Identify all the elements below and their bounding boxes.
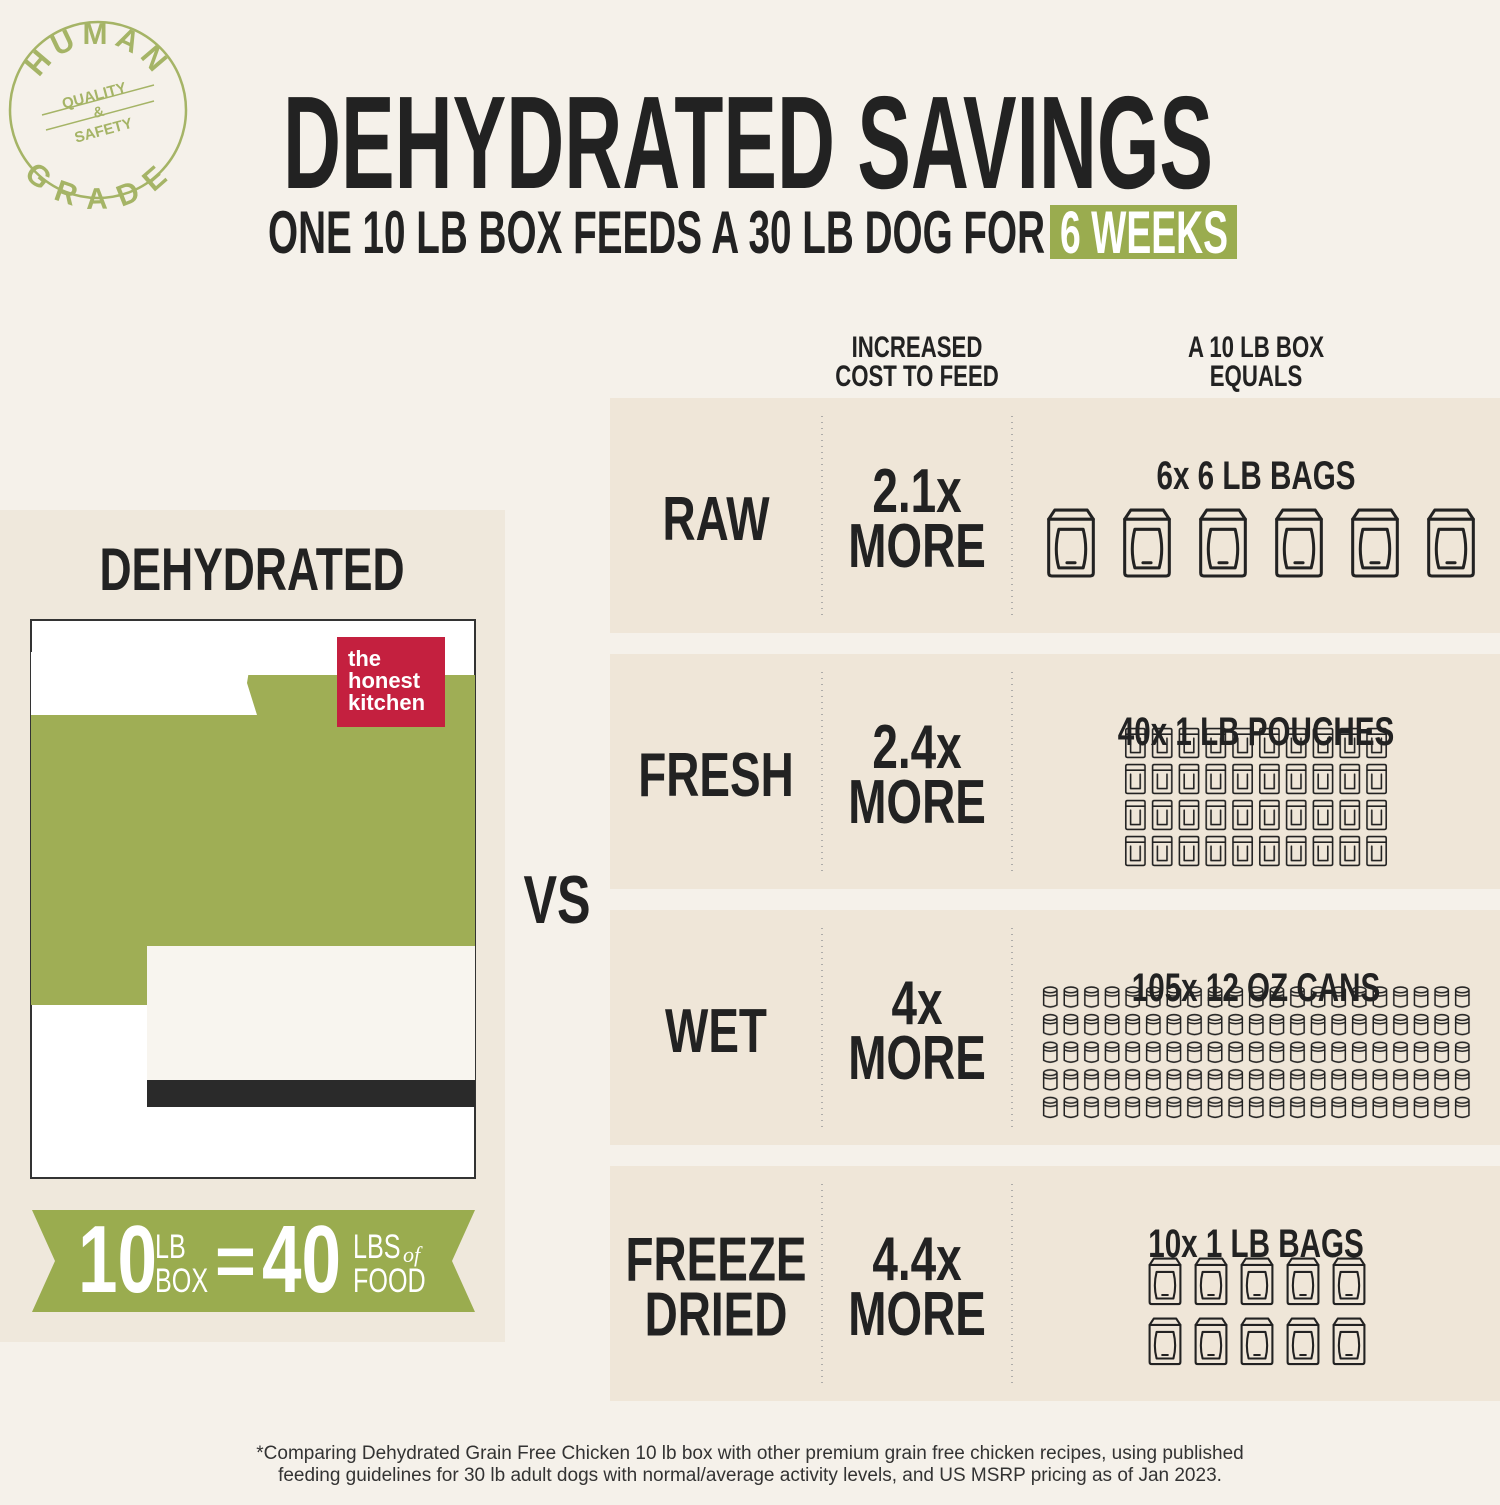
icon-grid	[1142, 1255, 1372, 1375]
badge-line: &	[91, 103, 106, 122]
row-label: FRESH	[638, 741, 794, 810]
icon-grid	[1122, 727, 1390, 871]
badge	[8, 20, 188, 200]
row-label: DRIED	[645, 1281, 788, 1350]
badge-top: HUMAN	[19, 18, 177, 82]
dehydrated-label: DEHYDRATED	[99, 536, 404, 603]
badge-bottom-text: GRADE	[19, 156, 172, 216]
cost: MORE	[848, 768, 986, 837]
badge-top-text: HUMAN	[19, 18, 171, 82]
badge-center: QUALITY & SAFETY	[60, 79, 134, 146]
brand: kitchen	[348, 690, 425, 715]
icon-grid	[1040, 985, 1473, 1123]
cost: 2.1x	[872, 457, 962, 526]
column-header: A 10 LB BOX	[1188, 331, 1324, 364]
cost: MORE	[848, 1024, 986, 1093]
cost: 4x	[892, 969, 943, 1038]
column-header: INCREASED	[852, 331, 983, 364]
ribbon-unit: of	[403, 1242, 423, 1267]
badge-bottom: GRADE	[19, 156, 178, 216]
brand: honest	[348, 668, 421, 693]
ribbon-unit: LB	[155, 1228, 186, 1266]
ribbon-number: 10	[78, 1206, 157, 1313]
ribbon-equals: =	[215, 1222, 256, 1300]
row-label: FREEZE	[626, 1226, 807, 1295]
ribbon-number: 40	[262, 1206, 341, 1313]
cost: MORE	[848, 1280, 986, 1349]
icon-grid	[1033, 507, 1489, 579]
cost: 4.4x	[872, 1225, 962, 1294]
cost: MORE	[848, 512, 986, 581]
equals-label: 6x 6 LB BAGS	[1157, 454, 1356, 498]
title: DEHYDRATED SAVINGS	[283, 69, 1213, 216]
row-label: WET	[665, 997, 767, 1066]
column-header: EQUALS	[1210, 360, 1303, 393]
product-box	[30, 619, 476, 1179]
ribbon-unit: LBS	[353, 1228, 401, 1266]
vs: VS	[523, 862, 590, 938]
footnote: *Comparing Dehydrated Grain Free Chicken…	[256, 1443, 1243, 1464]
cost: 2.4x	[872, 713, 962, 782]
highlight-box	[1050, 205, 1237, 259]
row-label: RAW	[663, 485, 770, 554]
column-header: COST TO FEED	[835, 360, 999, 393]
footnote: feeding guidelines for 30 lb adult dogs …	[278, 1465, 1222, 1486]
highlight: 6 WEEKS	[1060, 199, 1228, 266]
ribbon-unit: BOX	[155, 1262, 208, 1300]
ribbon-unit: FOOD	[353, 1262, 426, 1300]
ribbon	[32, 1210, 475, 1312]
brand: the	[348, 646, 381, 671]
subtitle: ONE 10 LB BOX FEEDS A 30 LB DOG FOR	[268, 199, 1045, 266]
